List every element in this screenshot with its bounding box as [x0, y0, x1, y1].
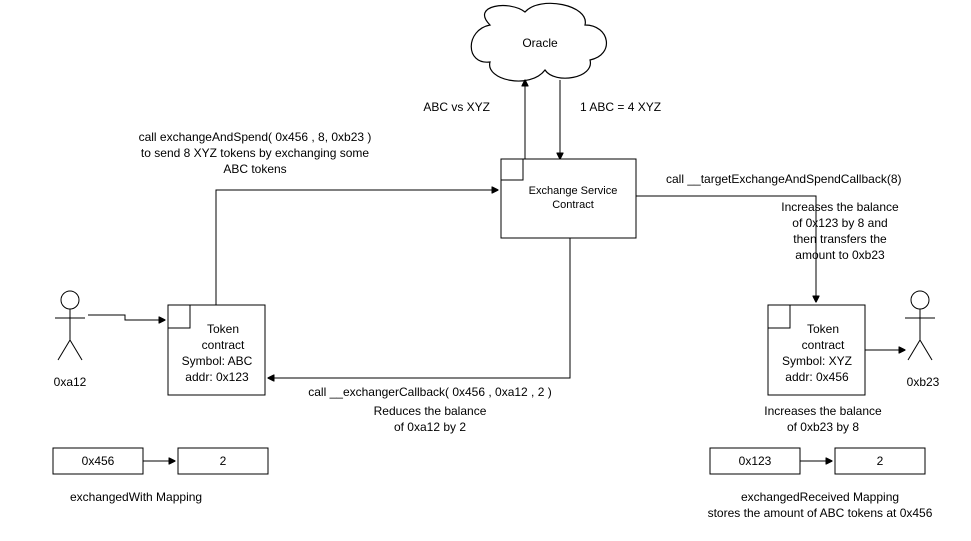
right-token-l3: Symbol: XYZ — [772, 354, 862, 369]
right-token-l1: Token — [783, 322, 863, 337]
exchange-contract-title: Exchange Service — [523, 185, 623, 199]
left-map-key: 0x456 — [53, 454, 143, 469]
left-token-l2: contract — [183, 338, 263, 353]
right-map-caption1: exchangedReceived Mapping — [700, 490, 940, 505]
diagram-svg — [0, 0, 971, 541]
right-map-val: 2 — [835, 454, 925, 469]
right-call-l4: then transfers the — [740, 232, 940, 247]
actor-left-label: 0xa12 — [45, 375, 95, 390]
right-call-l3: of 0x123 by 8 and — [740, 216, 940, 231]
left-map-val: 2 — [178, 454, 268, 469]
oracle-right-edge-label: 1 ABC = 4 XYZ — [580, 100, 720, 115]
right-inc-l1: Increases the balance — [738, 404, 908, 419]
bottom-call-l2: Reduces the balance — [320, 404, 540, 419]
right-call-l1: call __targetExchangeAndSpendCallback(8) — [666, 172, 966, 187]
bottom-call-l3: of 0xa12 by 2 — [320, 420, 540, 435]
left-call-l3: ABC tokens — [105, 162, 405, 177]
right-inc-l2: of 0xb23 by 8 — [738, 420, 908, 435]
left-token-l4: addr: 0x123 — [172, 370, 262, 385]
left-token-l3: Symbol: ABC — [172, 354, 262, 369]
diagram-canvas: Oracle ABC vs XYZ 1 ABC = 4 XYZ Exchange… — [0, 0, 971, 541]
actor-right-label: 0xb23 — [898, 375, 948, 390]
right-map-key: 0x123 — [710, 454, 800, 469]
left-token-l1: Token — [183, 322, 263, 337]
right-call-l5: amount to 0xb23 — [740, 248, 940, 263]
left-map-caption: exchangedWith Mapping — [70, 490, 270, 505]
right-token-l2: contract — [783, 338, 863, 353]
oracle-left-edge-label: ABC vs XYZ — [350, 100, 490, 115]
exchange-contract-subtitle: Contract — [523, 199, 623, 213]
oracle-label: Oracle — [510, 36, 570, 51]
left-call-l1: call exchangeAndSpend( 0x456 , 8, 0xb23 … — [105, 130, 405, 145]
right-token-l4: addr: 0x456 — [772, 370, 862, 385]
right-call-l2: Increases the balance — [740, 200, 940, 215]
left-call-l2: to send 8 XYZ tokens by exchanging some — [105, 146, 405, 161]
bottom-call-l1: call __exchangerCallback( 0x456 , 0xa12 … — [280, 385, 580, 400]
right-map-caption2: stores the amount of ABC tokens at 0x456 — [680, 506, 960, 521]
